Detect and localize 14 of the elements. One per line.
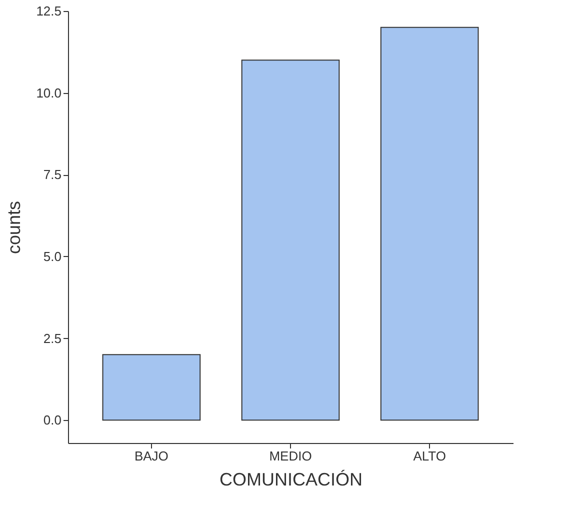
y-tick-label: 12.5 bbox=[36, 4, 62, 18]
bar bbox=[102, 354, 201, 421]
y-tick-label: 0.0 bbox=[43, 412, 62, 428]
x-axis-title: COMUNICACIÓN bbox=[220, 470, 362, 490]
bar bbox=[380, 26, 479, 421]
y-tick-label: 5.0 bbox=[43, 248, 62, 264]
y-tick-label: 10.0 bbox=[36, 85, 62, 100]
y-axis-title: counts bbox=[4, 200, 24, 254]
x-tick-label: MEDIO bbox=[269, 448, 312, 464]
x-tick-label: ALTO bbox=[413, 448, 446, 464]
y-tick-label: 7.5 bbox=[43, 167, 62, 182]
y-tick-label: 2.5 bbox=[43, 330, 62, 346]
bar bbox=[241, 60, 340, 421]
x-tick-label: BAJO bbox=[134, 448, 168, 464]
